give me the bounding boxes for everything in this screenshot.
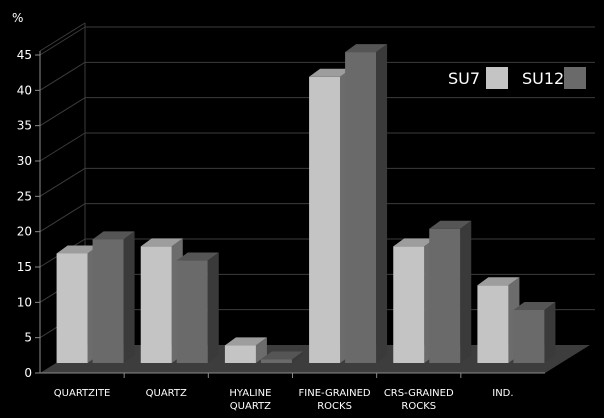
bar-su12	[176, 252, 219, 363]
bar-top-face	[224, 337, 267, 346]
bar-front-face	[309, 76, 341, 364]
bar-su12	[345, 44, 388, 364]
bar-front-face	[429, 228, 461, 363]
y-tick-label: 35	[17, 119, 32, 133]
grid-line-side	[39, 97, 86, 127]
y-tick-label: 45	[17, 48, 32, 62]
side-wall-top-edge	[39, 22, 86, 52]
y-tick-label: 15	[17, 260, 32, 274]
grid-line-side	[39, 167, 86, 197]
y-tick-label: 0	[24, 366, 32, 380]
bar-top-face	[140, 238, 183, 247]
y-tick-label: 5	[24, 331, 32, 345]
bar-su12	[92, 231, 135, 363]
bar-top-face	[513, 302, 556, 310]
bar-su7	[140, 238, 183, 363]
bar-su7	[224, 337, 267, 363]
legend: SU7 SU12	[448, 67, 586, 89]
legend-label-su12: SU12	[522, 69, 564, 88]
bar-front-face	[140, 246, 172, 363]
bar-top-face	[429, 220, 472, 229]
grid-line-side	[39, 132, 86, 162]
grid-line-side	[39, 26, 86, 56]
y-tick-label: 10	[17, 295, 32, 309]
x-tick-label: QUARTZITE	[54, 388, 111, 399]
bar-top-face	[393, 238, 436, 247]
y-tick-label: 20	[17, 225, 32, 239]
bar-front-face	[393, 246, 425, 363]
bar-top-face	[56, 245, 99, 254]
bar-su7	[393, 238, 436, 363]
bar-front-face	[56, 253, 88, 363]
bar-su7	[56, 245, 99, 363]
bars	[56, 44, 556, 364]
bar-side-face	[460, 220, 472, 363]
bar-side-face	[255, 337, 267, 363]
bar-front-face	[92, 239, 124, 363]
bar-top-face	[176, 252, 219, 261]
y-tick-label: 30	[17, 154, 32, 168]
bar-front-face	[345, 52, 377, 364]
bar-front-face	[176, 260, 208, 363]
bar-su12	[513, 302, 556, 363]
bar-front-face	[513, 310, 545, 363]
bar-top-face	[92, 231, 135, 240]
legend-swatch-su12	[564, 67, 586, 89]
legend-swatch-su7	[486, 67, 508, 89]
x-tick-label: QUARTZ	[146, 388, 187, 399]
x-tick-label: CRS-GRAINED	[384, 388, 454, 399]
bar-side-face	[376, 44, 388, 364]
legend-label-su7: SU7	[448, 69, 480, 88]
grid-line-side	[39, 203, 86, 233]
bar-front-face	[477, 285, 509, 363]
x-tick-label: FINE-GRAINED	[299, 388, 371, 399]
bar-su12	[429, 220, 472, 363]
x-tick-label: ROCKS	[317, 401, 352, 412]
bar-top-face	[345, 44, 388, 53]
y-axis: 0 5 10 15 20 25 30 35 40 45	[17, 48, 41, 380]
y-axis-label: %	[12, 11, 23, 25]
bar-su7	[309, 68, 352, 364]
y-tick-label: 40	[17, 83, 32, 97]
x-tick-label: ROCKS	[401, 401, 436, 412]
grid-line-side	[39, 61, 86, 91]
bar-front-face	[260, 359, 292, 363]
bar-side-face	[544, 302, 556, 363]
bar-top-face	[477, 277, 520, 286]
bar-side-face	[207, 252, 219, 363]
x-tick-label: QUARTZ	[230, 401, 271, 412]
bar-front-face	[224, 345, 256, 363]
x-axis: QUARTZITE QUARTZ HYALINE QUARTZ FINE-GRAINED…	[40, 372, 545, 412]
y-tick-label: 25	[17, 189, 32, 203]
bar-side-face	[123, 231, 135, 363]
bar-side-face	[291, 351, 303, 363]
x-tick-label: HYALINE	[229, 388, 271, 399]
x-tick-label: IND.	[492, 388, 513, 399]
bar-top-face	[260, 351, 303, 360]
bar-su12	[260, 351, 303, 363]
bar-su7	[477, 277, 520, 363]
bar-top-face	[309, 68, 352, 77]
